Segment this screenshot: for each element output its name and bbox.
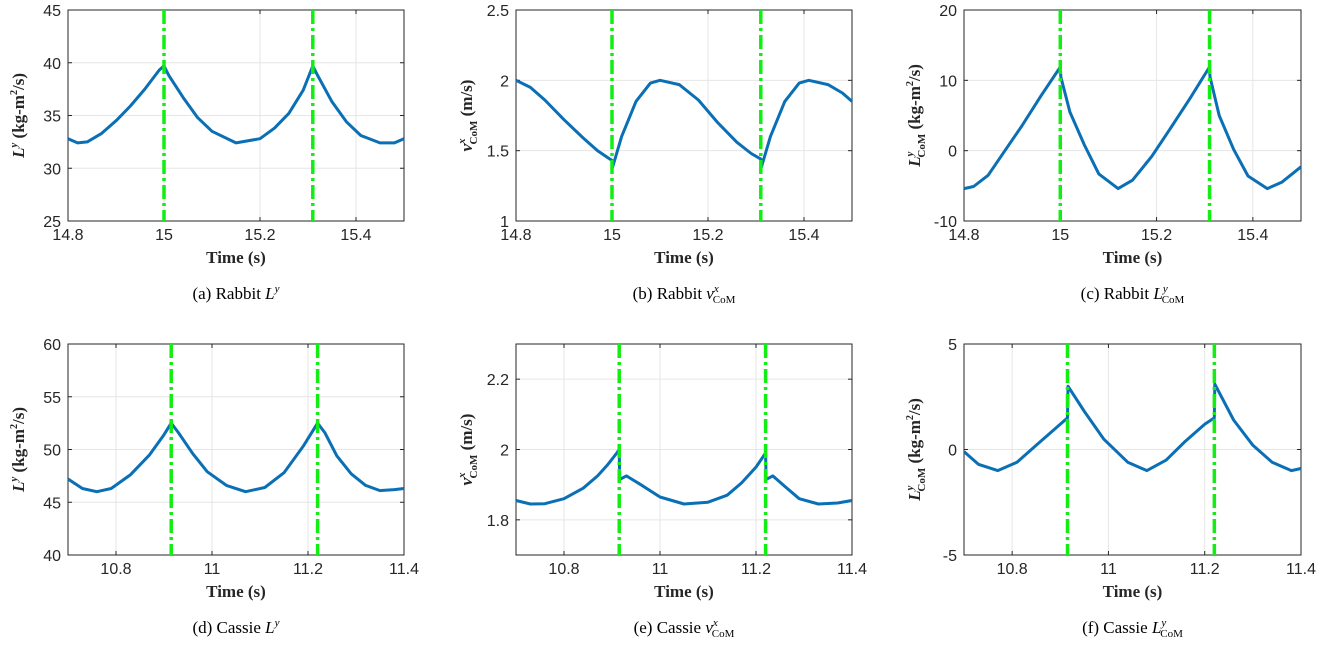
x-tick-label: 11 <box>652 561 669 578</box>
series-line <box>963 65 1302 191</box>
x-axis-label: Time (s) <box>206 582 266 601</box>
y-tick-label: 5 <box>948 337 957 354</box>
x-tick-label: 15.4 <box>1237 227 1268 244</box>
x-axis-label: Time (s) <box>654 248 714 267</box>
plot-border <box>515 9 853 222</box>
plot-area <box>963 9 1302 222</box>
y-axis-label: vxCoM (m/s) <box>456 414 480 486</box>
x-tick-label: 11 <box>1100 561 1117 578</box>
panel-caption: (a) Rabbit Ly <box>192 283 279 303</box>
x-tick-label: 14.8 <box>52 227 83 244</box>
y-axis-label: LyCoM (kg-m2/s) <box>904 64 928 168</box>
x-axis-label: Time (s) <box>1103 248 1163 267</box>
y-tick-label: 30 <box>43 161 61 178</box>
y-axis-label: vxCoM (m/s) <box>456 80 480 152</box>
x-tick-label: 10.8 <box>997 561 1028 578</box>
x-axis-label: Time (s) <box>1103 582 1163 601</box>
panel-caption: (c) Rabbit Ly CoM <box>1081 283 1185 306</box>
panel-caption: (f) Cassie Ly CoM <box>1082 617 1183 640</box>
x-tick-label: 14.8 <box>948 227 979 244</box>
y-tick-label: 10 <box>939 73 957 90</box>
plot-border <box>67 343 405 556</box>
y-tick-label: 55 <box>43 390 61 407</box>
x-tick-label: 14.8 <box>500 227 531 244</box>
y-tick-label: 50 <box>43 443 61 460</box>
x-tick-label: 11.2 <box>1190 561 1220 578</box>
y-tick-label: 40 <box>43 56 61 73</box>
y-tick-label: 20 <box>939 3 957 20</box>
x-tick-label: 11.4 <box>837 561 867 578</box>
x-tick-label: 15 <box>155 227 173 244</box>
series-line <box>67 421 405 494</box>
x-tick-label: 11.2 <box>293 561 323 578</box>
x-tick-label: 15.4 <box>340 227 371 244</box>
x-tick-label: 15.2 <box>692 227 723 244</box>
y-tick-label: 1.8 <box>487 513 509 530</box>
x-tick-label: 11 <box>204 561 221 578</box>
x-tick-label: 15.2 <box>244 227 275 244</box>
y-tick-label: 2 <box>500 443 509 460</box>
y-tick-label: -10 <box>934 214 957 231</box>
y-axis-label: Ly (kg-m2/s) <box>8 407 28 493</box>
y-tick-label: 45 <box>43 3 61 20</box>
y-tick-label: 2.5 <box>487 3 509 20</box>
y-tick-label: 1.5 <box>487 144 509 161</box>
chart-panel-2: 14.8 15 15.2 15.4 -10 0 10 20 Time (s) LyCoM (kg-… <box>904 3 1302 306</box>
plot-border <box>963 9 1302 222</box>
series-line <box>515 78 853 169</box>
x-tick-label: 11.4 <box>389 561 419 578</box>
y-tick-label: 40 <box>43 548 61 565</box>
plot-border <box>515 343 853 556</box>
y-tick-label: 0 <box>948 144 957 161</box>
chart-panel-5: 10.8 11 11.2 11.4 -5 0 5 Time (s) LyCoM (kg-m2/s… <box>904 337 1316 640</box>
series-line <box>515 448 853 506</box>
series-line <box>963 382 1302 473</box>
x-tick-label: 15.4 <box>788 227 819 244</box>
chart-panel-0: 14.8 15 15.2 15.4 25 30 35 40 45 Time (s) Ly (kg-m… <box>8 3 405 303</box>
panel-caption: (e) Cassie vx CoM <box>634 617 735 640</box>
y-tick-label: 0 <box>948 443 957 460</box>
x-tick-label: 10.8 <box>548 561 579 578</box>
y-tick-label: 45 <box>43 495 61 512</box>
series-line <box>67 64 405 145</box>
y-tick-label: 2.2 <box>487 372 509 389</box>
chart-panel-3: 10.8 11 11.2 11.4 40 45 50 55 60 Time (s) Ly (kg-m… <box>8 337 419 637</box>
y-axis-label: Ly (kg-m2/s) <box>8 73 28 159</box>
x-tick-label: 10.8 <box>100 561 131 578</box>
panel-caption: (d) Cassie Ly <box>192 617 279 637</box>
plot-area <box>515 9 853 222</box>
x-axis-label: Time (s) <box>654 582 714 601</box>
chart-panel-4: 10.8 11 11.2 11.4 1.8 2 2.2 Time (s) vxCoM (m/s)… <box>456 343 867 640</box>
y-tick-label: 2 <box>500 73 509 90</box>
y-tick-label: 35 <box>43 109 61 126</box>
x-tick-label: 11.4 <box>1286 561 1316 578</box>
y-tick-label: 1 <box>500 214 509 231</box>
plot-border <box>67 9 405 222</box>
plot-border <box>963 343 1302 556</box>
y-axis-label: LyCoM (kg-m2/s) <box>904 398 928 502</box>
x-tick-label: 15 <box>603 227 621 244</box>
x-tick-label: 15 <box>1051 227 1069 244</box>
x-tick-label: 11.2 <box>741 561 771 578</box>
chart-panel-1: 14.8 15 15.2 15.4 1 1.5 2 2.5 Time (s) vxCoM (m/s… <box>456 3 853 306</box>
panel-caption: (b) Rabbit vx CoM <box>633 283 736 306</box>
y-tick-label: -5 <box>943 548 957 565</box>
x-axis-label: Time (s) <box>206 248 266 267</box>
y-tick-label: 25 <box>43 214 61 231</box>
x-tick-label: 15.2 <box>1141 227 1172 244</box>
y-tick-label: 60 <box>43 337 61 354</box>
